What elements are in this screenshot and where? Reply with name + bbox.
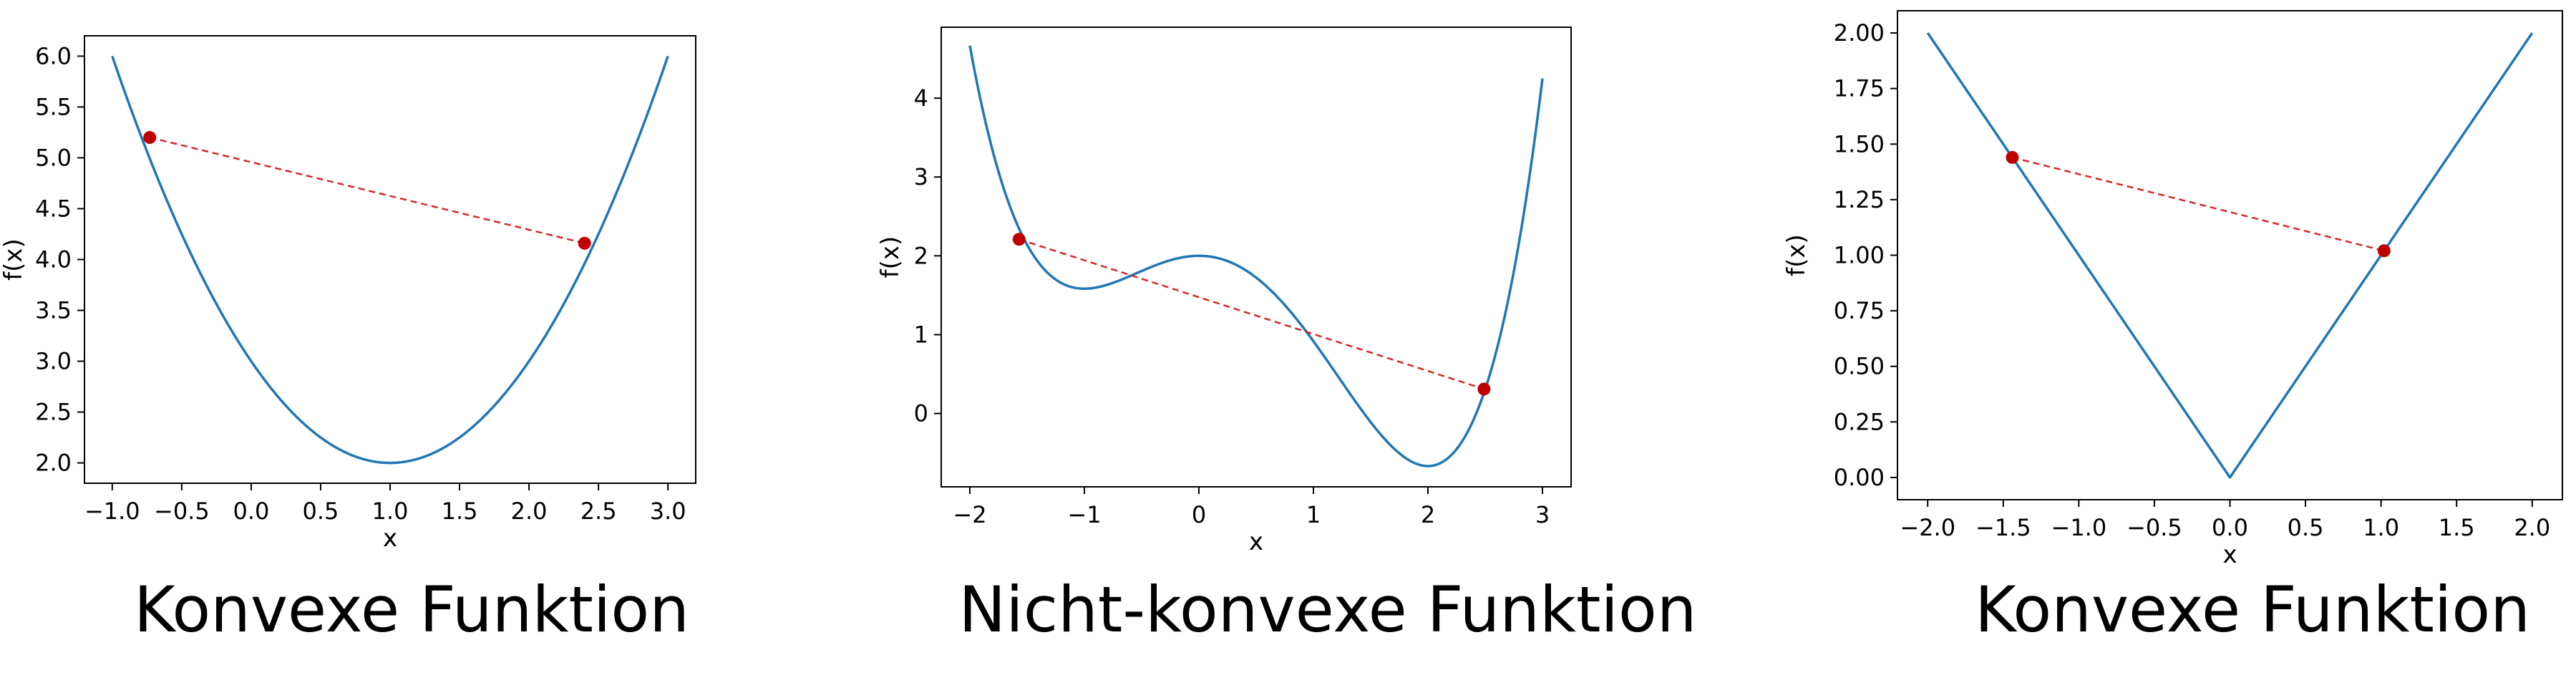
subplot-convex-quadratic: −1.0 −0.5 0.0 0.5 1.0 1.5 2.0 2.5 3.0 2.0 2.5 3.0 3.…	[0, 35, 696, 553]
chord-point	[2377, 244, 2391, 258]
x-tick-label: 2.5	[580, 498, 617, 525]
subplot-convex-absolute: −2.0 −1.5 −1.0 −0.5 0.0 0.5 1.0 1.5 2.0 0.00 0.25 0…	[1782, 10, 2563, 569]
x-tick-label: −1	[1067, 501, 1101, 528]
x-tick-label: 2	[1421, 501, 1435, 528]
caption-convex-absolute: Konvexe Funktion	[1975, 573, 2530, 646]
chord-line-convex-quadratic	[149, 136, 585, 244]
x-tick-label: 1.5	[442, 498, 478, 525]
y-tick-label: 1.00	[1834, 242, 1885, 269]
x-tick-label: 2.0	[511, 498, 548, 525]
y-tick-label: 0.75	[1834, 297, 1885, 324]
x-tick-label: 0.0	[2212, 514, 2248, 541]
x-tick-label: −1.0	[2051, 514, 2107, 541]
caption-nonconvex-quartic: Nicht-konvexe Funktion	[958, 573, 1697, 646]
y-axis-label: f(x)	[1782, 234, 1811, 276]
subplot-nonconvex-quartic: −2 −1 0 1 2 3 0 1 2 3 4 x f(x)	[876, 26, 1572, 556]
chord-point	[2006, 150, 2019, 164]
x-tick-label: 3.0	[650, 498, 686, 525]
axes-frame-nonconvex-quartic	[941, 26, 1572, 488]
chord-point	[143, 131, 157, 145]
x-tick-label: 1	[1306, 501, 1321, 528]
x-axis-label: x	[383, 524, 397, 553]
x-tick-label: −2.0	[1900, 514, 1955, 541]
x-tick-label: 0.0	[233, 498, 269, 525]
y-tick-label: 0.25	[1834, 408, 1885, 435]
y-tick-label: 0	[914, 400, 928, 427]
x-tick-label: 1.5	[2439, 514, 2475, 541]
y-tick-label: 3	[914, 163, 928, 190]
x-tick-label: 0.5	[303, 498, 339, 525]
y-tick-label: 2.00	[1834, 19, 1885, 47]
y-tick-label: 4.5	[35, 195, 72, 222]
chord-point	[578, 236, 591, 250]
y-tick-label: 3.0	[35, 348, 72, 375]
x-tick-label: 3	[1535, 501, 1550, 528]
y-tick-label: 3.5	[35, 297, 72, 324]
x-tick-label: −0.5	[154, 498, 210, 525]
chord-line-convex-absolute	[2012, 156, 2385, 252]
x-tick-label: 1.0	[372, 498, 409, 525]
x-axis-label: x	[1249, 528, 1263, 556]
y-tick-label: 6.0	[35, 42, 72, 69]
y-tick-label: 2	[914, 242, 928, 269]
x-tick-label: 0	[1192, 501, 1206, 528]
caption-convex-quadratic: Konvexe Funktion	[134, 573, 689, 646]
chord-point	[1012, 233, 1026, 246]
x-tick-label: 1.0	[2363, 514, 2399, 541]
chord-line-nonconvex-quartic	[1019, 238, 1484, 390]
x-tick-label: −2	[953, 501, 986, 528]
axes-frame-convex-quadratic	[84, 35, 696, 484]
function-curve-convex-quadratic	[111, 55, 669, 465]
axes-frame-convex-absolute	[1897, 10, 2563, 500]
y-tick-label: 2.0	[35, 450, 72, 477]
y-tick-label: 2.5	[35, 399, 72, 426]
y-tick-label: 1.75	[1834, 75, 1885, 102]
y-tick-label: 5.0	[35, 144, 72, 171]
y-axis-label: f(x)	[0, 238, 28, 281]
y-axis-label: f(x)	[876, 236, 905, 278]
x-tick-label: 0.5	[2288, 514, 2324, 541]
x-tick-label: −0.5	[2127, 514, 2182, 541]
y-tick-label: 0.00	[1834, 464, 1885, 491]
x-tick-label: 2.0	[2514, 514, 2550, 541]
y-tick-label: 4	[914, 84, 928, 112]
x-axis-label: x	[2222, 541, 2237, 569]
y-tick-label: 1	[914, 321, 928, 348]
x-tick-label: −1.0	[84, 498, 140, 525]
chord-point	[1477, 382, 1491, 396]
y-tick-label: 1.25	[1834, 186, 1885, 213]
y-tick-label: 5.5	[35, 93, 72, 120]
y-tick-label: 0.50	[1834, 353, 1885, 380]
y-tick-label: 4.0	[35, 246, 72, 273]
y-tick-label: 1.50	[1834, 130, 1885, 158]
x-tick-label: −1.5	[1975, 514, 2031, 541]
function-curve-convex-absolute	[1926, 32, 2534, 479]
function-curve-nonconvex-quartic	[968, 45, 1544, 467]
